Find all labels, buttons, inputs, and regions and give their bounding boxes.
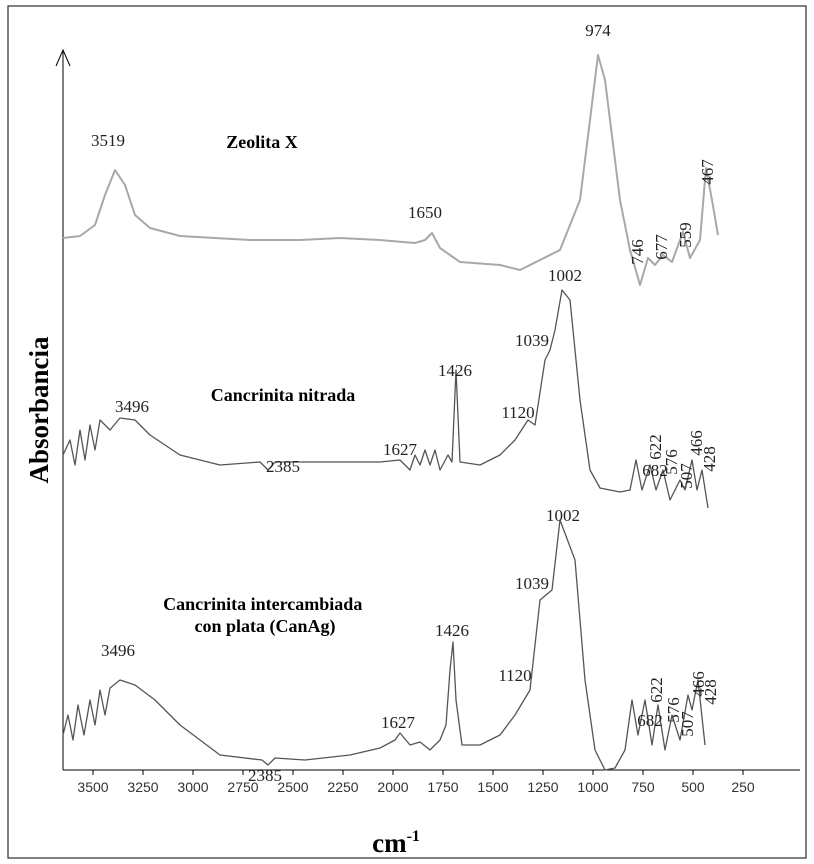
peak-label: 466 (687, 430, 706, 456)
x-axis-label: cm-1 (372, 828, 420, 858)
x-tick-label: 1250 (527, 779, 558, 795)
x-tick-label: 3000 (177, 779, 208, 795)
x-axis-label-base: cm (372, 828, 407, 858)
peak-label: 677 (652, 234, 671, 260)
peak-label: 559 (676, 222, 695, 248)
x-tick-label: 3250 (127, 779, 158, 795)
peak-label: 3496 (115, 397, 149, 416)
peak-label: 1039 (515, 574, 549, 593)
peak-label: 2385 (248, 766, 282, 785)
peak-label: 507 (678, 711, 697, 737)
peak-label: 467 (698, 159, 717, 185)
peak-label: 3496 (101, 641, 135, 660)
spectrum-line (62, 519, 706, 771)
x-tick-label: 3500 (77, 779, 108, 795)
x-tick-label: 750 (631, 779, 655, 795)
peak-label: 1002 (546, 506, 580, 525)
peak-label: 746 (628, 239, 647, 265)
peak-label: 576 (662, 449, 681, 475)
series-name-line: con plata (CanAg) (194, 616, 335, 637)
peak-label: 622 (646, 434, 665, 460)
x-tick-label: 2250 (327, 779, 358, 795)
frame (7, 5, 807, 859)
x-tick-label: 1000 (577, 779, 608, 795)
peak-label: 466 (689, 671, 708, 697)
series-name-line: Cancrinita intercambiada (163, 594, 367, 614)
x-tick-label: 1500 (477, 779, 508, 795)
peak-label: 1426 (435, 621, 469, 640)
peak-label: 622 (647, 677, 666, 703)
x-tick-label: 2000 (377, 779, 408, 795)
peak-label: 1426 (438, 361, 472, 380)
peak-label: 682 (642, 461, 668, 480)
peak-label: 1002 (548, 266, 582, 285)
peak-label: 682 (637, 711, 663, 730)
peak-label: 428 (701, 679, 720, 705)
series-name: Cancrinita intercambiada con plata (CanA… (163, 594, 367, 637)
peak-label: 576 (664, 697, 683, 723)
y-axis-label: Absorbancia (24, 336, 54, 484)
peak-label: 1650 (408, 203, 442, 222)
peak-label: 3519 (91, 131, 125, 150)
x-tick-label: 500 (681, 779, 705, 795)
x-tick-label: 2750 (227, 779, 258, 795)
series-name: Cancrinita nitrada (211, 385, 356, 405)
x-tick-label: 250 (731, 779, 755, 795)
x-tick-label: 1750 (427, 779, 458, 795)
peak-label: 1039 (515, 331, 549, 350)
x-tick-label: 2500 (277, 779, 308, 795)
peak-label: 1120 (501, 403, 534, 422)
y-axis-arrow (55, 48, 71, 67)
peak-label: 2385 (266, 457, 300, 476)
peak-label: 1627 (381, 713, 416, 732)
peak-label: 1120 (498, 666, 531, 685)
series-name: Zeolita X (226, 132, 298, 152)
peak-label: 974 (585, 21, 611, 40)
spectrum-line (62, 54, 719, 286)
x-axis-label-exponent: -1 (407, 828, 420, 845)
peak-label: 1627 (383, 440, 418, 459)
spectrum-line (62, 289, 709, 509)
peak-label: 428 (700, 446, 719, 472)
peak-label: 507 (677, 463, 696, 489)
